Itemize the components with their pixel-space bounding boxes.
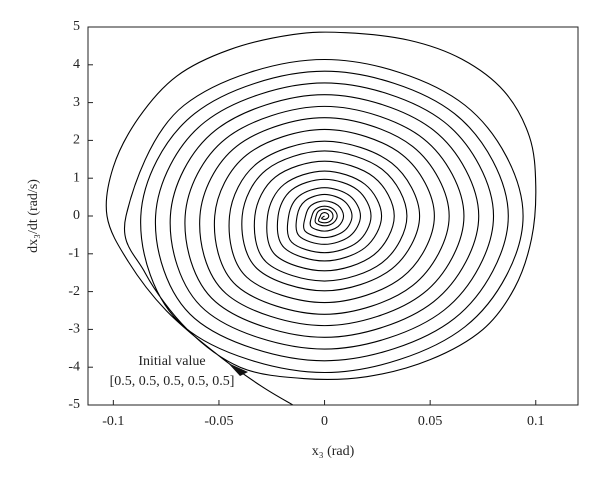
y-tick-label: 3 bbox=[73, 95, 80, 110]
plot-frame bbox=[87, 26, 579, 406]
x-tick-label: -0.1 bbox=[102, 414, 124, 429]
y-tick-label: -4 bbox=[68, 359, 80, 374]
x-tick-label: 0 bbox=[321, 414, 328, 429]
trajectory bbox=[105, 31, 537, 405]
annotation: Initial value bbox=[138, 354, 205, 369]
arrow-head bbox=[228, 363, 248, 376]
y-tick-label: -5 bbox=[68, 397, 80, 412]
y-tick-label: 1 bbox=[73, 170, 80, 185]
y-tick-label: -3 bbox=[68, 322, 80, 337]
x-tick-label: -0.05 bbox=[204, 414, 233, 429]
x-axis-label: x₃ (rad) bbox=[312, 444, 355, 459]
y-tick-label: 0 bbox=[73, 208, 80, 223]
y-axis-label: dx₃/dt (rad/s) bbox=[26, 179, 41, 253]
y-tick-label: 4 bbox=[73, 57, 80, 72]
y-tick-label: -2 bbox=[68, 284, 80, 299]
annotation: [0.5, 0.5, 0.5, 0.5, 0.5] bbox=[110, 374, 235, 389]
y-tick-label: 5 bbox=[73, 19, 80, 34]
y-tick-label: -1 bbox=[68, 246, 80, 261]
x-tick-label: 0.1 bbox=[527, 414, 545, 429]
x-tick-label: 0.05 bbox=[418, 414, 443, 429]
y-tick-label: 2 bbox=[73, 133, 80, 148]
